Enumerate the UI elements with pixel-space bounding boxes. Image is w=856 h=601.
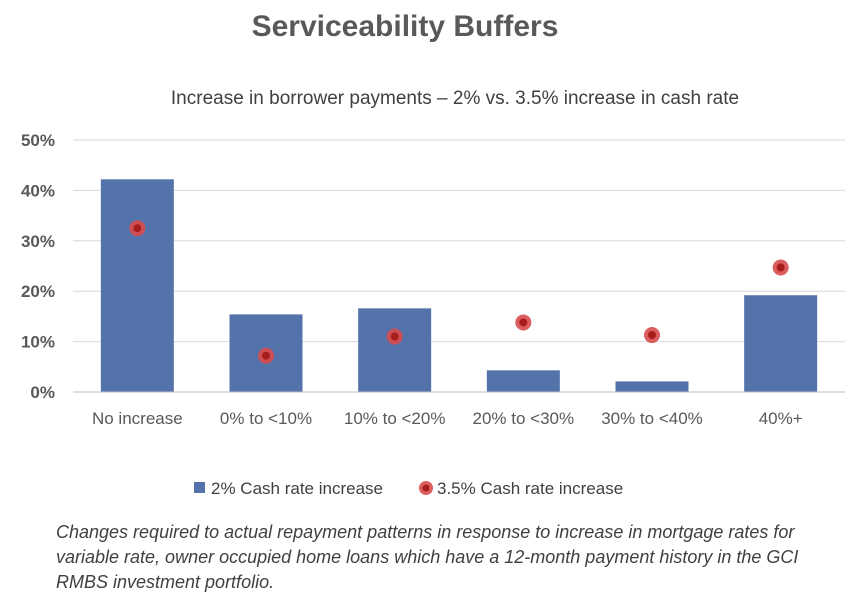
marker-3-5pct-1 <box>258 347 274 364</box>
y-tick-label: 30% <box>21 232 55 251</box>
marker-3-5pct-2 <box>386 328 403 345</box>
legend-item-2pct: 2% Cash rate increase <box>194 479 383 498</box>
x-category-label: 20% to <30% <box>473 409 575 428</box>
x-category-label: No increase <box>92 409 183 428</box>
marker-3-5pct-4 <box>644 327 660 344</box>
marker-3-5pct-0 <box>129 220 146 237</box>
marker-3-5pct-5 <box>772 259 789 276</box>
bar-2pct-5 <box>744 295 818 392</box>
legend-bar-swatch <box>194 482 205 493</box>
legend-label-2pct: 2% Cash rate increase <box>211 479 383 498</box>
bar-series <box>100 179 818 392</box>
legend-item-3-5pct: 3.5% Cash rate increase <box>419 479 623 498</box>
y-tick-label: 40% <box>21 181 55 200</box>
x-category-label: 10% to <20% <box>344 409 446 428</box>
chart-subtitle: Increase in borrower payments – 2% vs. 3… <box>170 88 740 109</box>
y-tick-label: 10% <box>21 333 55 352</box>
y-tick-label: 20% <box>21 282 55 301</box>
y-tick-label: 0% <box>30 383 55 402</box>
chart-title: Serviceability Buffers <box>251 10 559 43</box>
bar-2pct-4 <box>615 381 689 392</box>
x-category-label: 0% to <10% <box>220 409 312 428</box>
marker-3-5pct-3 <box>515 314 532 331</box>
bar-2pct-0 <box>100 179 174 392</box>
y-tick-label: 50% <box>21 131 55 150</box>
legend: 2% Cash rate increase 3.5% Cash rate incr… <box>194 479 623 498</box>
gridlines <box>73 139 845 343</box>
y-axis-ticks: 0% 10% 20% 30% 40% 50% <box>21 131 55 402</box>
x-category-label: 30% to <40% <box>601 409 703 428</box>
chart-caption: Changes required to actual repayment pat… <box>56 522 799 592</box>
marker-series <box>129 220 789 364</box>
x-axis-categories: No increase 0% to <10% 10% to <20% 20% to <… <box>92 409 803 428</box>
x-category-label: 40%+ <box>759 409 803 428</box>
bar-2pct-2 <box>358 308 432 392</box>
bar-2pct-3 <box>486 370 560 392</box>
legend-label-3-5pct: 3.5% Cash rate increase <box>437 479 623 498</box>
